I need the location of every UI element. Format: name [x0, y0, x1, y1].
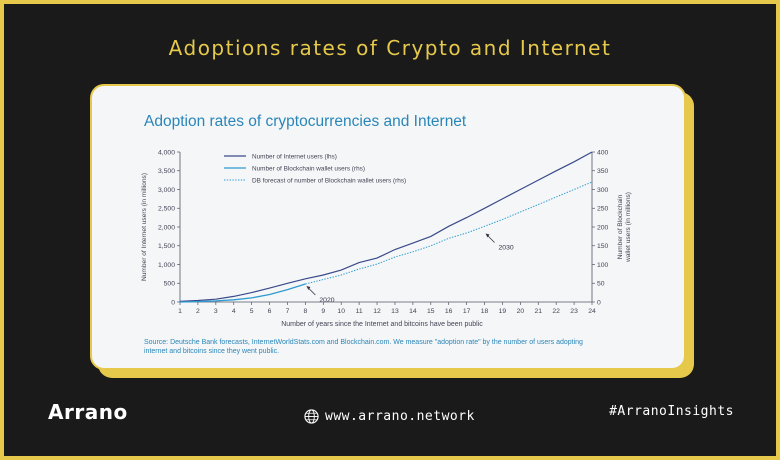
- legend-label-2: Number of Blockchain wallet users (rhs): [252, 165, 365, 172]
- globe-icon: [304, 408, 319, 424]
- y-left-tick-label: 3,500: [158, 168, 175, 175]
- chart-axes: 0 500 1,000 1,500 2,000 2,500 3,000 3,500 4,000 0…: [141, 149, 632, 315]
- arrano-logo: Arrano: [48, 400, 128, 424]
- y-left-tick-label: 2,000: [158, 224, 175, 231]
- y-left-tick-label: 0: [171, 299, 175, 306]
- y-right-tick-label: 200: [597, 224, 609, 231]
- x-tick-label: 11: [356, 308, 363, 315]
- x-tick-label: 24: [588, 308, 596, 315]
- x-tick-label: 4: [232, 308, 236, 315]
- y-left-tick-label: 2,500: [158, 206, 175, 213]
- source-note-line-1: Source: Deutsche Bank forecasts, Interne…: [144, 339, 583, 346]
- x-tick-label: 3: [214, 308, 218, 315]
- x-tick-label: 23: [570, 308, 578, 315]
- annotation-label-2: 2030: [499, 245, 514, 252]
- y-right-tick-label: 150: [597, 243, 609, 250]
- y-left-tick-label: 1,000: [158, 262, 175, 269]
- x-tick-label: 6: [268, 308, 272, 315]
- x-tick-label: 2: [196, 308, 200, 315]
- series-line-3: [305, 181, 593, 285]
- x-tick-label: 1: [178, 308, 182, 315]
- x-tick-label: 7: [286, 308, 290, 315]
- chart-lines: [179, 151, 593, 303]
- y-axis-right-label: Number of Blockchain: [617, 194, 624, 259]
- x-tick-label: 12: [373, 308, 381, 315]
- x-tick-label: 21: [534, 308, 542, 315]
- x-tick-label: 22: [552, 308, 560, 315]
- hashtag-text: #ArranoInsights: [609, 404, 734, 419]
- y-right-tick-label: 0: [597, 299, 601, 306]
- banner-title: Adoptions rates of Crypto and Internet: [168, 36, 612, 60]
- chart-annotations: 2020 2030: [306, 233, 514, 304]
- x-tick-label: 19: [499, 308, 507, 315]
- y-right-tick-label: 300: [597, 187, 609, 194]
- y-right-tick-label: 50: [597, 281, 605, 288]
- series-line-1: [179, 151, 593, 302]
- chart-legend: Number of Internet users (lhs) Number of …: [224, 153, 406, 184]
- x-tick-label: 5: [250, 308, 254, 315]
- source-note-line-2: internet and bitcoins since they went pu…: [144, 348, 279, 355]
- y-axis-left-label: Number of Internet users (in millions): [141, 173, 148, 281]
- x-tick-label: 18: [481, 308, 489, 315]
- y-left-tick-label: 500: [164, 281, 176, 288]
- annotation-label-1: 2020: [319, 297, 334, 304]
- y-left-tick-label: 1,500: [158, 243, 175, 250]
- chart-card: Adoption rates of cryptocurrencies and I…: [90, 84, 686, 370]
- y-right-tick-label: 400: [597, 149, 609, 156]
- x-tick-label: 17: [463, 308, 471, 315]
- y-right-tick-label: 100: [597, 262, 609, 269]
- annotation-arrowhead-2: [485, 233, 490, 238]
- x-tick-label: 16: [445, 308, 453, 315]
- legend-label-1: Number of Internet users (lhs): [252, 153, 337, 160]
- y-right-tick-label: 250: [597, 206, 609, 213]
- x-tick-label: 10: [337, 308, 345, 315]
- annotation-arrowhead-1: [306, 286, 311, 290]
- website-text: www.arrano.network: [325, 408, 475, 424]
- x-tick-label: 15: [427, 308, 435, 315]
- series-line-2: [179, 283, 306, 303]
- x-tick-label: 20: [517, 308, 525, 315]
- x-tick-label: 8: [304, 308, 308, 315]
- x-tick-label: 13: [391, 308, 399, 315]
- x-axis-label: Number of years since the Internet and b…: [281, 321, 483, 328]
- y-right-tick-label: 350: [597, 168, 609, 175]
- x-tick-label: 9: [321, 308, 325, 315]
- y-axis-right-label: wallet users (in millions): [625, 192, 632, 263]
- legend-label-3: DB forecast of number of Blockchain wall…: [252, 177, 406, 184]
- website-link[interactable]: www.arrano.network: [304, 404, 475, 428]
- chart-svg: Adoption rates of cryptocurrencies and I…: [141, 113, 632, 355]
- y-left-tick-label: 3,000: [158, 187, 175, 194]
- x-tick-label: 14: [409, 308, 417, 315]
- chart-title: Adoption rates of cryptocurrencies and I…: [144, 113, 467, 130]
- y-left-tick-label: 4,000: [158, 149, 175, 156]
